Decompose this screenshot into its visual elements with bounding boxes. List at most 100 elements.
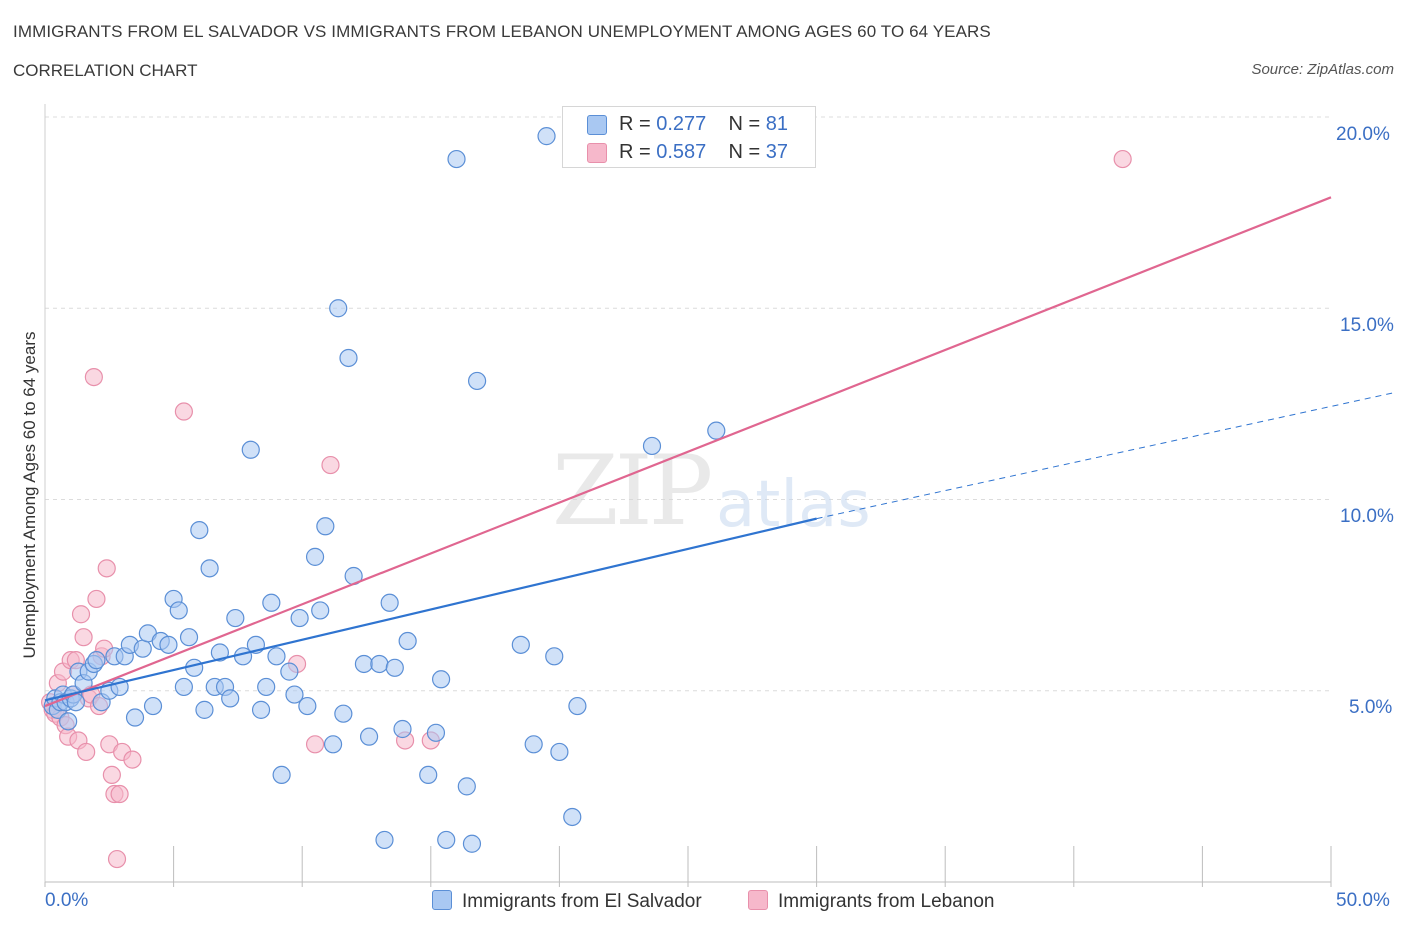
source-label: Source: ZipAtlas.com xyxy=(1251,61,1394,78)
r-value: 0.587 xyxy=(656,141,707,163)
el-salvador-point xyxy=(370,654,389,674)
r-label: R = xyxy=(619,141,651,163)
el-salvador-point xyxy=(257,677,276,697)
lebanon-point xyxy=(71,605,91,624)
legend-swatch-pink xyxy=(587,143,607,163)
el-salvador-point xyxy=(431,670,451,689)
el-salvador-point xyxy=(285,685,304,704)
el-salvador-point xyxy=(143,696,163,716)
lebanon-point xyxy=(84,368,103,387)
bottom-legend-el-salvador: Immigrants from El Salvador xyxy=(432,890,702,913)
n-value: 81 xyxy=(765,113,789,135)
el-salvador-point xyxy=(179,628,199,647)
el-salvador-point xyxy=(87,651,106,670)
x-tick-label-min: 0.0% xyxy=(45,890,89,911)
el-salvador-point xyxy=(398,631,417,651)
watermark-zip: ZIP xyxy=(552,435,711,547)
el-salvador-point xyxy=(290,608,309,628)
el-salvador-point xyxy=(419,765,438,785)
el-salvador-point xyxy=(462,834,482,853)
y-axis-label: Unemployment Among Ages 60 to 64 years xyxy=(20,331,39,659)
legend-stats: R = 0.277 N = 81 xyxy=(619,113,788,136)
n-label: N = xyxy=(728,141,761,163)
el-salvador-point xyxy=(305,547,325,566)
lebanon-point xyxy=(123,750,142,769)
stats-legend: R = 0.277 N = 81 R = 0.587 N = 37 xyxy=(562,106,816,168)
el-salvador-point xyxy=(280,662,299,681)
el-salvador-point xyxy=(210,643,229,662)
lebanon-point xyxy=(110,784,129,804)
el-salvador-point xyxy=(545,647,564,666)
el-salvador-point xyxy=(316,517,335,536)
el-salvador-point xyxy=(200,559,219,578)
r-value: 0.277 xyxy=(656,113,707,135)
el-salvador-point xyxy=(457,777,476,796)
bottom-legend-label: Immigrants from El Salvador xyxy=(462,891,702,912)
el-salvador-point xyxy=(568,696,587,716)
el-salvador-point xyxy=(339,348,358,368)
el-salvador-point xyxy=(272,765,291,785)
chart-subtitle: CORRELATION CHART xyxy=(13,61,198,80)
el-salvador-trendline-extension xyxy=(816,391,1396,520)
el-salvador-point xyxy=(511,635,530,654)
el-salvador-point xyxy=(323,735,343,754)
el-salvador-trendline xyxy=(44,517,817,702)
el-salvador-point xyxy=(354,654,374,674)
el-salvador-points xyxy=(43,127,726,853)
lebanon-point xyxy=(74,628,93,647)
el-salvador-point xyxy=(642,436,662,456)
gridlines xyxy=(45,116,1331,692)
bottom-legend-swatch-blue xyxy=(432,890,452,910)
lebanon-point xyxy=(321,455,340,475)
r-label: R = xyxy=(619,113,651,135)
lebanon-point xyxy=(102,765,121,785)
el-salvador-point xyxy=(251,700,271,719)
legend-stats: R = 0.587 N = 37 xyxy=(619,141,788,164)
y-tick-label: 20.0% xyxy=(1336,124,1390,145)
el-salvador-point xyxy=(221,689,240,708)
el-salvador-point xyxy=(241,440,260,459)
el-salvador-point xyxy=(59,712,78,731)
x-tick-label-max: 50.0% xyxy=(1336,890,1390,911)
el-salvador-point xyxy=(267,647,286,666)
el-salvador-point xyxy=(125,708,145,727)
el-salvador-point xyxy=(133,639,152,658)
watermark: ZIP atlas xyxy=(552,435,871,547)
el-salvador-point xyxy=(393,719,412,739)
el-salvador-point xyxy=(447,149,466,169)
chart-title: IMMIGRANTS FROM EL SALVADOR VS IMMIGRANT… xyxy=(13,22,991,41)
lebanon-point xyxy=(97,559,116,578)
trendlines xyxy=(44,196,1396,708)
el-salvador-point xyxy=(437,830,456,850)
el-salvador-point xyxy=(359,727,379,746)
el-salvador-point xyxy=(550,742,569,762)
el-salvador-point xyxy=(190,520,209,540)
bottom-legend-label: Immigrants from Lebanon xyxy=(778,891,995,912)
el-salvador-point xyxy=(707,421,726,440)
lebanon-trendline xyxy=(44,196,1332,708)
el-salvador-point xyxy=(385,658,404,677)
n-value: 37 xyxy=(765,141,789,163)
bottom-legend-lebanon: Immigrants from Lebanon xyxy=(748,890,995,913)
el-salvador-point xyxy=(329,299,348,318)
el-salvador-point xyxy=(380,593,399,612)
lebanon-point xyxy=(305,735,325,754)
y-tick-label: 10.0% xyxy=(1340,506,1394,527)
el-salvador-point xyxy=(524,735,543,754)
lebanon-point xyxy=(107,849,127,869)
el-salvador-point xyxy=(563,807,582,827)
lebanon-point xyxy=(1113,149,1132,169)
el-salvador-point xyxy=(195,700,214,719)
el-salvador-point xyxy=(159,635,178,654)
el-salvador-point xyxy=(334,704,353,723)
el-salvador-point xyxy=(174,677,193,697)
y-tick-label: 5.0% xyxy=(1349,697,1393,718)
n-label: N = xyxy=(728,113,761,135)
el-salvador-point xyxy=(298,696,317,716)
lebanon-point xyxy=(174,402,193,421)
lebanon-point xyxy=(87,589,106,609)
legend-swatch-blue xyxy=(587,115,607,135)
el-salvador-point xyxy=(426,723,446,742)
el-salvador-point xyxy=(311,601,330,620)
